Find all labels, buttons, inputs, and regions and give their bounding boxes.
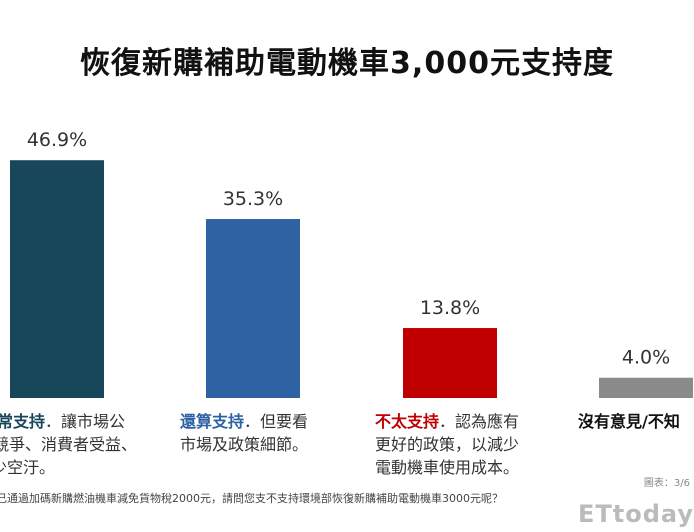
caption-line: 市場及政策細節。 (180, 435, 309, 454)
watermark-sub: 圖表：3/6 (643, 478, 690, 489)
bar-0 (10, 160, 104, 398)
caption-1: 還算支持．但要看市場及政策細節。 (180, 410, 308, 456)
bar-2 (403, 328, 497, 398)
bar-1 (206, 219, 300, 398)
survey-question: 已通過加碼新購燃油機車減免貨物稅2000元，請問您支不支持環境部恢復新購補助電動… (0, 492, 503, 505)
caption-line: ．認為應有 (439, 412, 520, 431)
caption-head: 沒有意見/不知 (578, 412, 680, 431)
caption-3: 沒有意見/不知 (578, 410, 680, 433)
caption-line: 更好的政策，以減少 (375, 435, 520, 454)
caption-line: ．讓市場公 (45, 412, 126, 431)
caption-line: 電動機車使用成本。 (375, 458, 520, 477)
caption-line: 少空汙。 (0, 458, 56, 477)
caption-head: 不太支持 (375, 412, 440, 431)
data-label-3: 4.0% (622, 347, 670, 369)
caption-head: 常支持 (0, 412, 46, 431)
chart-title: 恢復新購補助電動機車3,000元支持度 (80, 46, 614, 81)
caption-head: 還算支持 (180, 412, 245, 431)
data-label-1: 35.3% (223, 188, 283, 210)
data-label-2: 13.8% (420, 297, 480, 319)
caption-line: ．但要看 (244, 412, 309, 431)
data-label-0: 46.9% (27, 129, 87, 151)
bar-3 (599, 377, 693, 398)
caption-2: 不太支持．認為應有更好的政策，以減少 電動機車使用成本。 (375, 410, 519, 479)
watermark-logo: ETtoday (577, 500, 694, 528)
caption-line: 競爭、消費者受益、 (0, 435, 138, 454)
